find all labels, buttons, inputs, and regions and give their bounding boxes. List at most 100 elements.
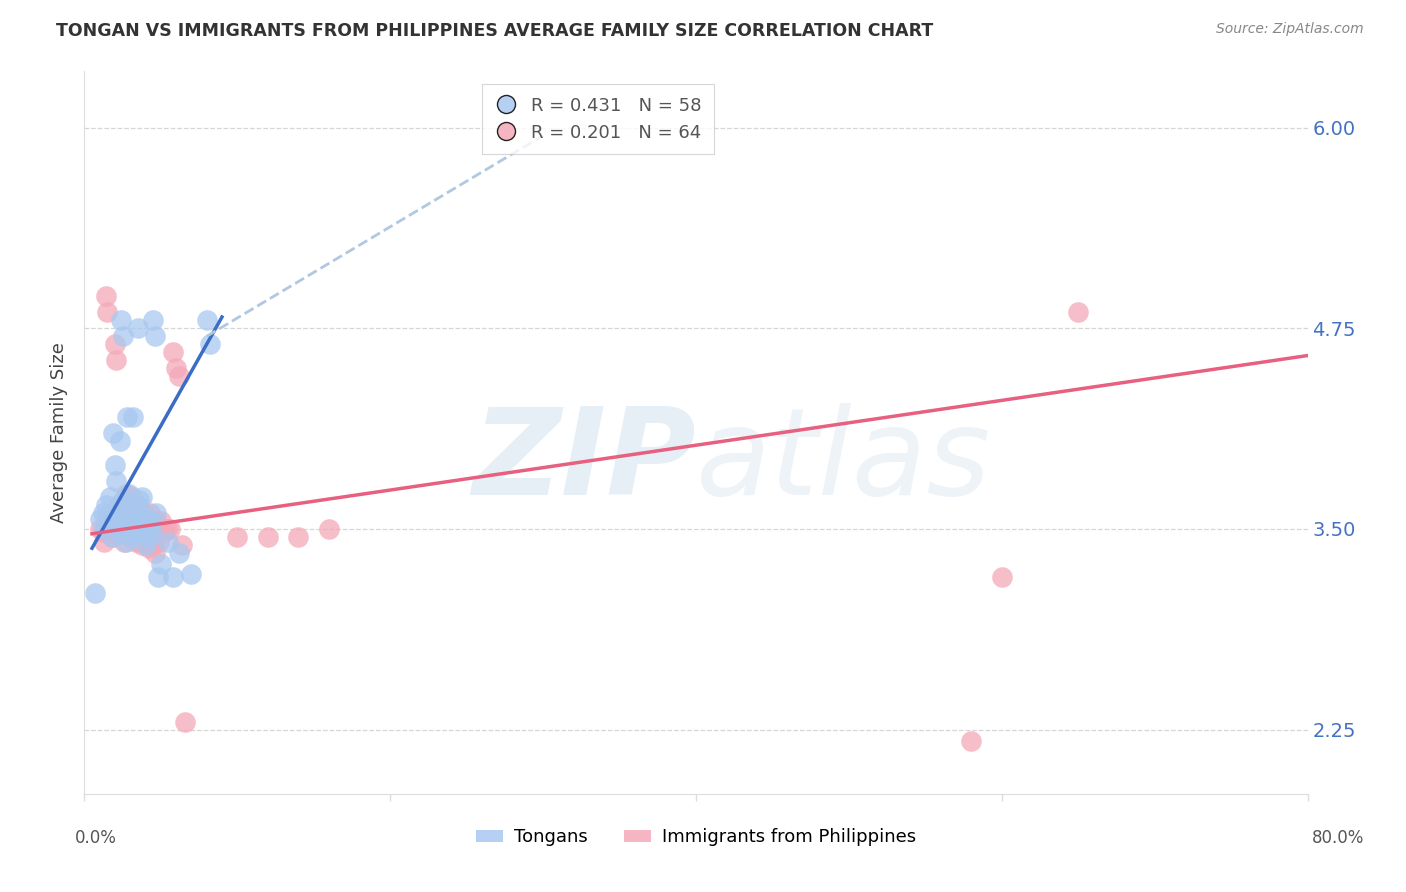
Point — [156, 522, 179, 536]
Point — [127, 498, 149, 512]
Point — [991, 570, 1014, 584]
Point — [93, 522, 115, 536]
Point — [162, 345, 184, 359]
Point — [162, 570, 184, 584]
Point — [101, 522, 124, 536]
Point — [167, 546, 190, 560]
Point — [115, 514, 138, 528]
Point — [103, 425, 125, 440]
Point — [141, 525, 163, 540]
Point — [138, 530, 160, 544]
Point — [97, 514, 120, 528]
Point — [111, 509, 134, 524]
Text: ZIP: ZIP — [472, 403, 696, 520]
Point — [103, 530, 125, 544]
Point — [120, 522, 142, 536]
Point — [105, 353, 128, 368]
Point — [180, 566, 202, 581]
Point — [139, 514, 162, 528]
Point — [104, 458, 127, 472]
Point — [148, 534, 170, 549]
Point — [131, 509, 153, 524]
Point — [132, 522, 155, 536]
Point — [110, 313, 132, 327]
Point — [131, 490, 153, 504]
Point — [89, 522, 111, 536]
Point — [94, 498, 117, 512]
Point — [167, 369, 190, 384]
Point — [107, 502, 129, 516]
Point — [198, 337, 221, 351]
Point — [1067, 305, 1090, 319]
Point — [108, 525, 131, 540]
Point — [110, 502, 132, 516]
Point — [287, 530, 309, 544]
Point — [114, 534, 136, 549]
Point — [143, 546, 166, 560]
Point — [141, 525, 163, 540]
Point — [318, 522, 340, 536]
Point — [97, 514, 120, 528]
Point — [124, 514, 146, 528]
Point — [98, 514, 121, 528]
Point — [128, 506, 150, 520]
Point — [115, 409, 138, 424]
Y-axis label: Average Family Size: Average Family Size — [51, 343, 69, 523]
Point — [111, 329, 134, 343]
Point — [172, 538, 194, 552]
Text: TONGAN VS IMMIGRANTS FROM PHILIPPINES AVERAGE FAMILY SIZE CORRELATION CHART: TONGAN VS IMMIGRANTS FROM PHILIPPINES AV… — [56, 22, 934, 40]
Point — [89, 512, 111, 526]
Point — [129, 522, 152, 536]
Point — [124, 522, 146, 536]
Point — [132, 525, 155, 540]
Point — [149, 558, 172, 572]
Point — [128, 522, 150, 536]
Point — [107, 498, 129, 512]
Point — [139, 506, 162, 520]
Point — [121, 530, 143, 544]
Point — [136, 514, 159, 528]
Point — [108, 434, 131, 448]
Text: 0.0%: 0.0% — [75, 829, 117, 847]
Point — [122, 409, 145, 424]
Text: atlas: atlas — [696, 403, 991, 520]
Point — [127, 321, 149, 335]
Point — [125, 525, 148, 540]
Point — [195, 313, 218, 327]
Point — [139, 518, 162, 533]
Point — [159, 522, 181, 536]
Point — [141, 514, 163, 528]
Point — [128, 493, 150, 508]
Point — [101, 530, 124, 544]
Point — [112, 525, 135, 540]
Point — [128, 509, 150, 524]
Point — [226, 530, 249, 544]
Point — [124, 498, 146, 512]
Point — [91, 506, 114, 520]
Point — [149, 514, 172, 528]
Point — [94, 289, 117, 303]
Point — [96, 509, 118, 524]
Point — [143, 329, 166, 343]
Point — [91, 525, 114, 540]
Point — [114, 486, 136, 500]
Point — [135, 538, 157, 552]
Point — [960, 734, 983, 748]
Point — [138, 541, 160, 556]
Point — [125, 525, 148, 540]
Point — [132, 506, 155, 520]
Text: Source: ZipAtlas.com: Source: ZipAtlas.com — [1216, 22, 1364, 37]
Point — [118, 486, 141, 500]
Point — [145, 514, 167, 528]
Point — [84, 586, 107, 600]
Point — [129, 530, 152, 544]
Point — [108, 518, 131, 533]
Point — [153, 525, 176, 540]
Point — [125, 522, 148, 536]
Point — [142, 313, 165, 327]
Point — [136, 522, 159, 536]
Point — [146, 570, 169, 584]
Point — [115, 506, 138, 520]
Point — [112, 534, 135, 549]
Point — [131, 538, 153, 552]
